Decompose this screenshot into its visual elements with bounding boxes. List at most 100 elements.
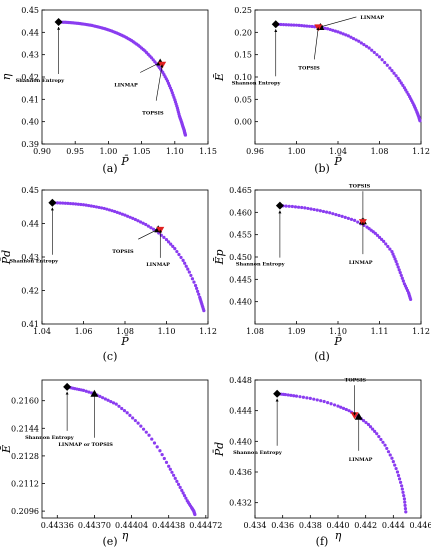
y-tick-label: 0.45 xyxy=(21,186,39,195)
panel-caption: (e) xyxy=(102,535,117,548)
data-point xyxy=(155,445,159,449)
annotation-arrow xyxy=(138,228,159,240)
y-tick-label: 0.42 xyxy=(21,73,39,82)
annotation-label: Shannon Entropy xyxy=(232,80,282,86)
x-tick-label: 0.436 xyxy=(271,521,294,530)
data-point xyxy=(403,507,408,511)
y-axis-label: Ē xyxy=(0,445,13,454)
data-point xyxy=(373,429,377,433)
x-tick-label: 1.15 xyxy=(199,147,217,156)
data-point xyxy=(321,209,326,214)
data-point xyxy=(105,207,109,211)
data-point xyxy=(103,397,107,401)
data-point xyxy=(171,244,175,248)
y-tick-label: 0.465 xyxy=(229,186,252,195)
data-point xyxy=(292,23,296,27)
data-point xyxy=(337,213,341,218)
annotation-label: TOPSIS xyxy=(112,249,134,255)
data-point xyxy=(364,420,368,425)
data-point xyxy=(141,427,146,431)
y-tick-label: 0.432 xyxy=(229,499,252,508)
data-point xyxy=(326,401,330,405)
data-point xyxy=(164,237,169,242)
data-point xyxy=(87,203,91,208)
data-point xyxy=(390,456,394,460)
data-point xyxy=(341,32,345,36)
data-point xyxy=(334,212,338,217)
data-point xyxy=(356,220,360,224)
x-tick-label: 1.12 xyxy=(412,147,430,156)
data-point xyxy=(396,76,400,80)
data-point xyxy=(344,407,348,412)
panel-caption: (b) xyxy=(314,162,330,175)
y-tick-label: 0.455 xyxy=(229,231,252,240)
chart-panel-1: 0.90 0.95 1.00 1.05 1.10 1.15 0.39 0.40 0.41 0.42… xyxy=(0,6,217,175)
data-point xyxy=(136,421,140,425)
data-point xyxy=(176,482,181,486)
data-point xyxy=(361,419,366,423)
data-point xyxy=(71,202,75,206)
data-point xyxy=(173,476,177,480)
data-point xyxy=(323,26,327,30)
data-point xyxy=(386,244,390,249)
x-tick-label: 0.44336 xyxy=(41,521,74,530)
data-point xyxy=(385,446,389,451)
data-point xyxy=(386,450,391,454)
data-point xyxy=(74,202,78,206)
data-point xyxy=(175,249,179,254)
data-point xyxy=(364,44,369,48)
data-point xyxy=(289,393,293,397)
data-point xyxy=(390,69,394,73)
data-point xyxy=(367,46,371,50)
y-tick-label: 0.10 xyxy=(234,73,252,82)
data-point xyxy=(328,27,332,32)
data-point xyxy=(346,34,350,38)
data-point xyxy=(379,437,383,442)
data-point xyxy=(383,443,387,447)
data-point xyxy=(353,218,357,222)
data-point xyxy=(400,276,404,280)
data-point xyxy=(118,211,122,215)
y-tick-label: 0.40 xyxy=(21,118,39,127)
x-tick-label: 0.44472 xyxy=(189,521,222,530)
data-point xyxy=(183,133,188,137)
data-point xyxy=(181,258,185,262)
chart-panel-4: 1.08 1.09 1.10 1.11 1.12 0.440 0.445 0.450 0.455… xyxy=(213,183,430,363)
x-tick-label: 1.05 xyxy=(133,147,151,156)
x-tick-label: 0.444 xyxy=(382,521,405,530)
data-point xyxy=(303,206,307,210)
data-point xyxy=(359,41,363,45)
data-point xyxy=(292,394,296,398)
x-tick-label: 1.12 xyxy=(199,327,217,336)
data-point xyxy=(202,309,206,313)
data-point xyxy=(184,264,188,268)
annotation-arrow xyxy=(155,64,164,101)
panel-caption: (f) xyxy=(316,535,329,548)
data-point xyxy=(395,470,400,474)
data-point xyxy=(107,208,112,212)
data-point xyxy=(394,466,398,471)
data-point xyxy=(131,216,135,220)
data-point xyxy=(370,427,375,431)
data-point xyxy=(173,247,177,251)
x-tick-label: 1.12 xyxy=(412,327,430,336)
x-tick-label: 1.10 xyxy=(166,147,184,156)
y-tick-label: 0.43 xyxy=(21,51,39,60)
x-tick-label: 1.06 xyxy=(75,327,93,336)
data-point xyxy=(395,262,399,266)
data-point xyxy=(84,203,88,207)
x-axis-label: η xyxy=(122,529,129,542)
data-point xyxy=(377,434,381,439)
data-point xyxy=(302,24,306,28)
x-axis-label: P̄ xyxy=(333,335,342,348)
data-point xyxy=(92,204,96,209)
data-point xyxy=(326,27,330,31)
data-point xyxy=(306,206,310,211)
data-point xyxy=(94,205,99,209)
data-point xyxy=(398,79,402,83)
y-tick-label: 0.2096 xyxy=(11,507,39,516)
data-point xyxy=(312,397,316,401)
y-tick-label: 0.2128 xyxy=(11,452,39,461)
data-point xyxy=(294,23,299,27)
x-tick-label: 1.04 xyxy=(329,147,347,156)
